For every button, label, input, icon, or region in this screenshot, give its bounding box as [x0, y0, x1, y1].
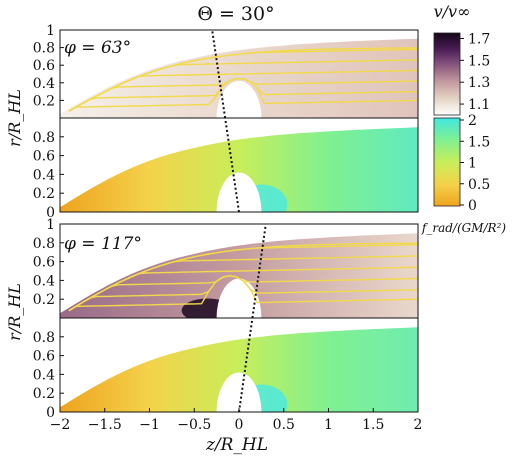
x-tick-label: −1 — [139, 417, 160, 433]
y-tick-label: 0.4 — [33, 167, 55, 183]
colorbar-force: 2 1.5 1 0.5 0 f_rad/(GM/R²) — [421, 113, 507, 235]
line-of-sight — [211, 29, 227, 119]
colorbar-velocity: v/v∞ 1.7 1.5 1.3 1.1 — [433, 2, 490, 116]
y-tick-label: 0.6 — [33, 149, 55, 165]
y-tick-label: 0.2 — [33, 386, 55, 402]
y-tick-label: 0.4 — [33, 367, 55, 383]
x-tick-label: 2 — [414, 417, 423, 433]
y-tick-label: 0 — [46, 405, 55, 421]
colorbar-force-ticks: 2 1.5 1 0.5 0 — [460, 113, 490, 214]
star-surface — [216, 372, 262, 412]
x-tick-label: 1.5 — [362, 417, 384, 433]
flow-region — [60, 327, 418, 412]
colorbar-tick-label: 0.5 — [468, 177, 490, 193]
colorbar-velocity-label: v/v∞ — [434, 2, 471, 21]
y-tick-label: 0 — [46, 205, 55, 221]
streamlines — [68, 242, 418, 312]
panel-field — [60, 127, 418, 212]
colorbar-tick-label: 2 — [468, 113, 477, 129]
x-tick-label: −1.5 — [88, 417, 122, 433]
y-tick-label: 0.8 — [33, 41, 55, 57]
velocity-panel-phi117 — [59, 223, 419, 319]
ylabel-bottom: r/R_HL — [5, 283, 24, 341]
force-panel-phi117 — [59, 317, 419, 413]
y-tick-label: 1 — [46, 217, 55, 233]
phi-label-117: φ = 117° — [64, 234, 142, 254]
colorbar-tick-label: 1.7 — [468, 31, 490, 47]
streamline — [68, 274, 418, 312]
streamline — [68, 77, 418, 112]
panel-field — [60, 38, 418, 118]
panel-field — [60, 233, 418, 318]
ylabel-top: r/R_HL — [5, 89, 24, 147]
x-axis-label: z/R_HL — [205, 435, 268, 455]
colorbar-velocity-bar — [433, 32, 461, 116]
y-tick-label: 0.8 — [33, 236, 55, 252]
x-tick-labels: −2 −1.5 −1 −0.5 0 0.5 1 1.5 2 — [50, 408, 423, 433]
x-tick-label: −0.5 — [177, 417, 211, 433]
streamlines — [68, 47, 418, 112]
y-axis-label-top: r/R_HL — [5, 89, 24, 147]
colorbar-tick-label: 0 — [468, 198, 477, 214]
panel-group-phi63: φ = 63° — [59, 29, 419, 213]
y-tick-label: 0.4 — [33, 273, 55, 289]
star-surface — [216, 172, 262, 212]
colorbar-tick-label: 1.3 — [468, 75, 490, 91]
streamline — [68, 47, 418, 112]
colorbar-tick-label: 1.5 — [468, 53, 490, 69]
x-tick-label: 0.5 — [273, 417, 295, 433]
y-tick-label: 0.6 — [33, 255, 55, 271]
y-tick-label: 0.6 — [33, 349, 55, 365]
x-tick-label: −2 — [50, 417, 71, 433]
y-tick-label: 0.2 — [33, 93, 55, 109]
y-tick-label: 0.8 — [33, 330, 55, 346]
y-tick-label: 1 — [46, 23, 55, 39]
y-axis-label-bottom: r/R_HL — [5, 283, 24, 341]
colorbar-tick-label: 1.5 — [468, 134, 490, 150]
chart-title: Θ = 30° — [197, 3, 274, 25]
panel-group-phi117: φ = 117° — [59, 223, 419, 413]
colorbar-force-bar — [433, 117, 461, 207]
y-tick-label: 0.4 — [33, 76, 55, 92]
streamline — [68, 242, 418, 312]
y-tick-label: 0.2 — [33, 186, 55, 202]
x-tick-label: 0 — [235, 417, 244, 433]
y-tick-label: 0.2 — [33, 292, 55, 308]
colorbar-tick-label: 1 — [468, 156, 477, 172]
y-tick-label: 0.6 — [33, 58, 55, 74]
flow-region — [60, 233, 418, 318]
y-tick-label: 0.8 — [33, 130, 55, 146]
flow-region — [60, 127, 418, 212]
panel-field — [60, 327, 418, 412]
x-tick-label: 1 — [324, 417, 333, 433]
star-surface — [216, 81, 262, 118]
colorbar-tick-label: 1.1 — [468, 97, 490, 113]
force-panel-phi63 — [59, 117, 419, 213]
y-tick-labels: 0.20.40.60.8100.20.40.60.80.20.40.60.810… — [33, 23, 55, 421]
colorbar-velocity-ticks: 1.7 1.5 1.3 1.1 — [460, 31, 490, 113]
phi-label-63: φ = 63° — [64, 38, 131, 58]
colorbar-force-label: f_rad/(GM/R²) — [421, 221, 507, 235]
